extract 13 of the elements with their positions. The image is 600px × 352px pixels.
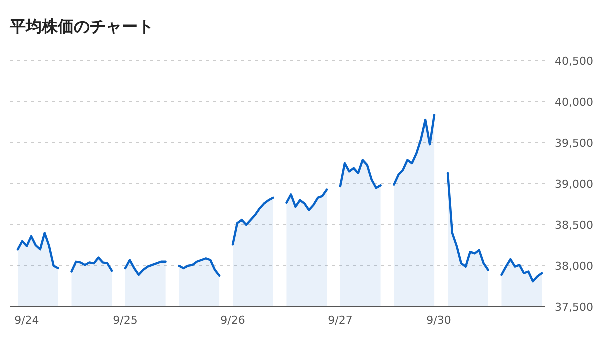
y-tick-label: 38,500 bbox=[555, 218, 594, 232]
y-tick-label: 39,000 bbox=[555, 178, 594, 191]
x-tick-label: 9/27 bbox=[328, 314, 353, 327]
x-tick-label: 9/24 bbox=[14, 314, 40, 327]
y-tick-label: 37,500 bbox=[555, 300, 594, 314]
y-tick-label: 38,000 bbox=[555, 260, 594, 273]
x-tick-label: 9/25 bbox=[113, 314, 138, 327]
x-tick-label: 9/26 bbox=[220, 314, 246, 327]
chart-title: 平均株価のチャート bbox=[9, 17, 154, 36]
y-tick-label: 40,500 bbox=[555, 54, 594, 68]
y-tick-label: 39,500 bbox=[555, 136, 594, 150]
y-tick-label: 40,000 bbox=[555, 96, 594, 109]
x-tick-label: 9/30 bbox=[426, 314, 452, 327]
